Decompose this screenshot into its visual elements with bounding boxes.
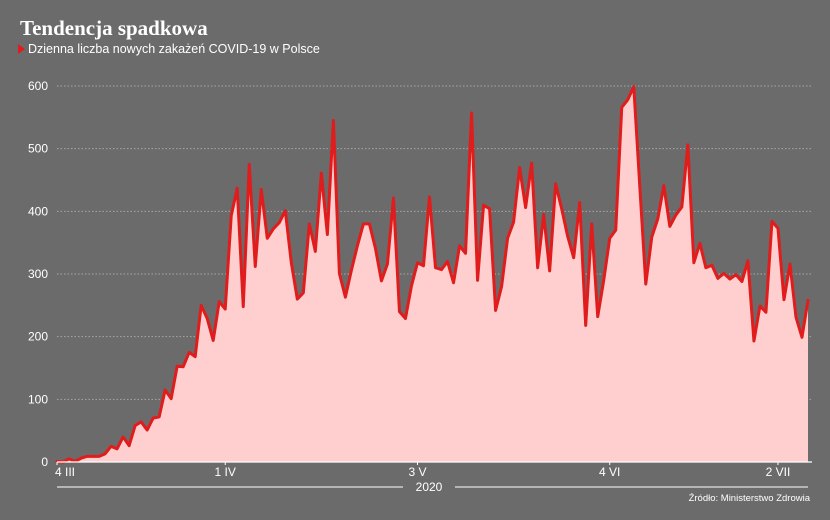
red-triangle-marker-icon: [18, 44, 25, 54]
source-note: Źródło: Ministerstwo Zdrowia: [688, 493, 810, 504]
x-tick-label: 2 VII: [766, 465, 791, 479]
axis-layer: [56, 461, 812, 488]
x-tick-label: 4 III: [55, 465, 75, 479]
y-tick-label: 500: [28, 142, 48, 156]
series-line: [55, 85, 810, 464]
area-layer: [55, 85, 810, 464]
x-tick-label: 1 IV: [215, 465, 236, 479]
y-tick-label: 0: [41, 455, 48, 469]
y-tick-label: 400: [28, 204, 48, 218]
y-tick-label: 100: [28, 392, 48, 406]
subtitle-text: Dzienna liczba nowych zakażeń COVID-19 w…: [28, 42, 320, 56]
tick-labels: 0 100 200 300 400 500 600 4 III 1 IV 3 V 4 VI 2 VII…: [28, 79, 790, 494]
chart-title: Tendencja spadkowa: [20, 16, 208, 40]
x-tick-label: 4 VI: [599, 465, 620, 479]
x-tick-label: 3 V: [408, 465, 426, 479]
y-tick-label: 200: [28, 330, 48, 344]
chart-subtitle: Dzienna liczba nowych zakażeń COVID-19 w…: [18, 42, 320, 56]
y-tick-label: 600: [28, 79, 48, 93]
x-axis-year-label: 2020: [416, 480, 443, 494]
area-fill: [57, 86, 808, 462]
y-tick-label: 300: [28, 267, 48, 281]
